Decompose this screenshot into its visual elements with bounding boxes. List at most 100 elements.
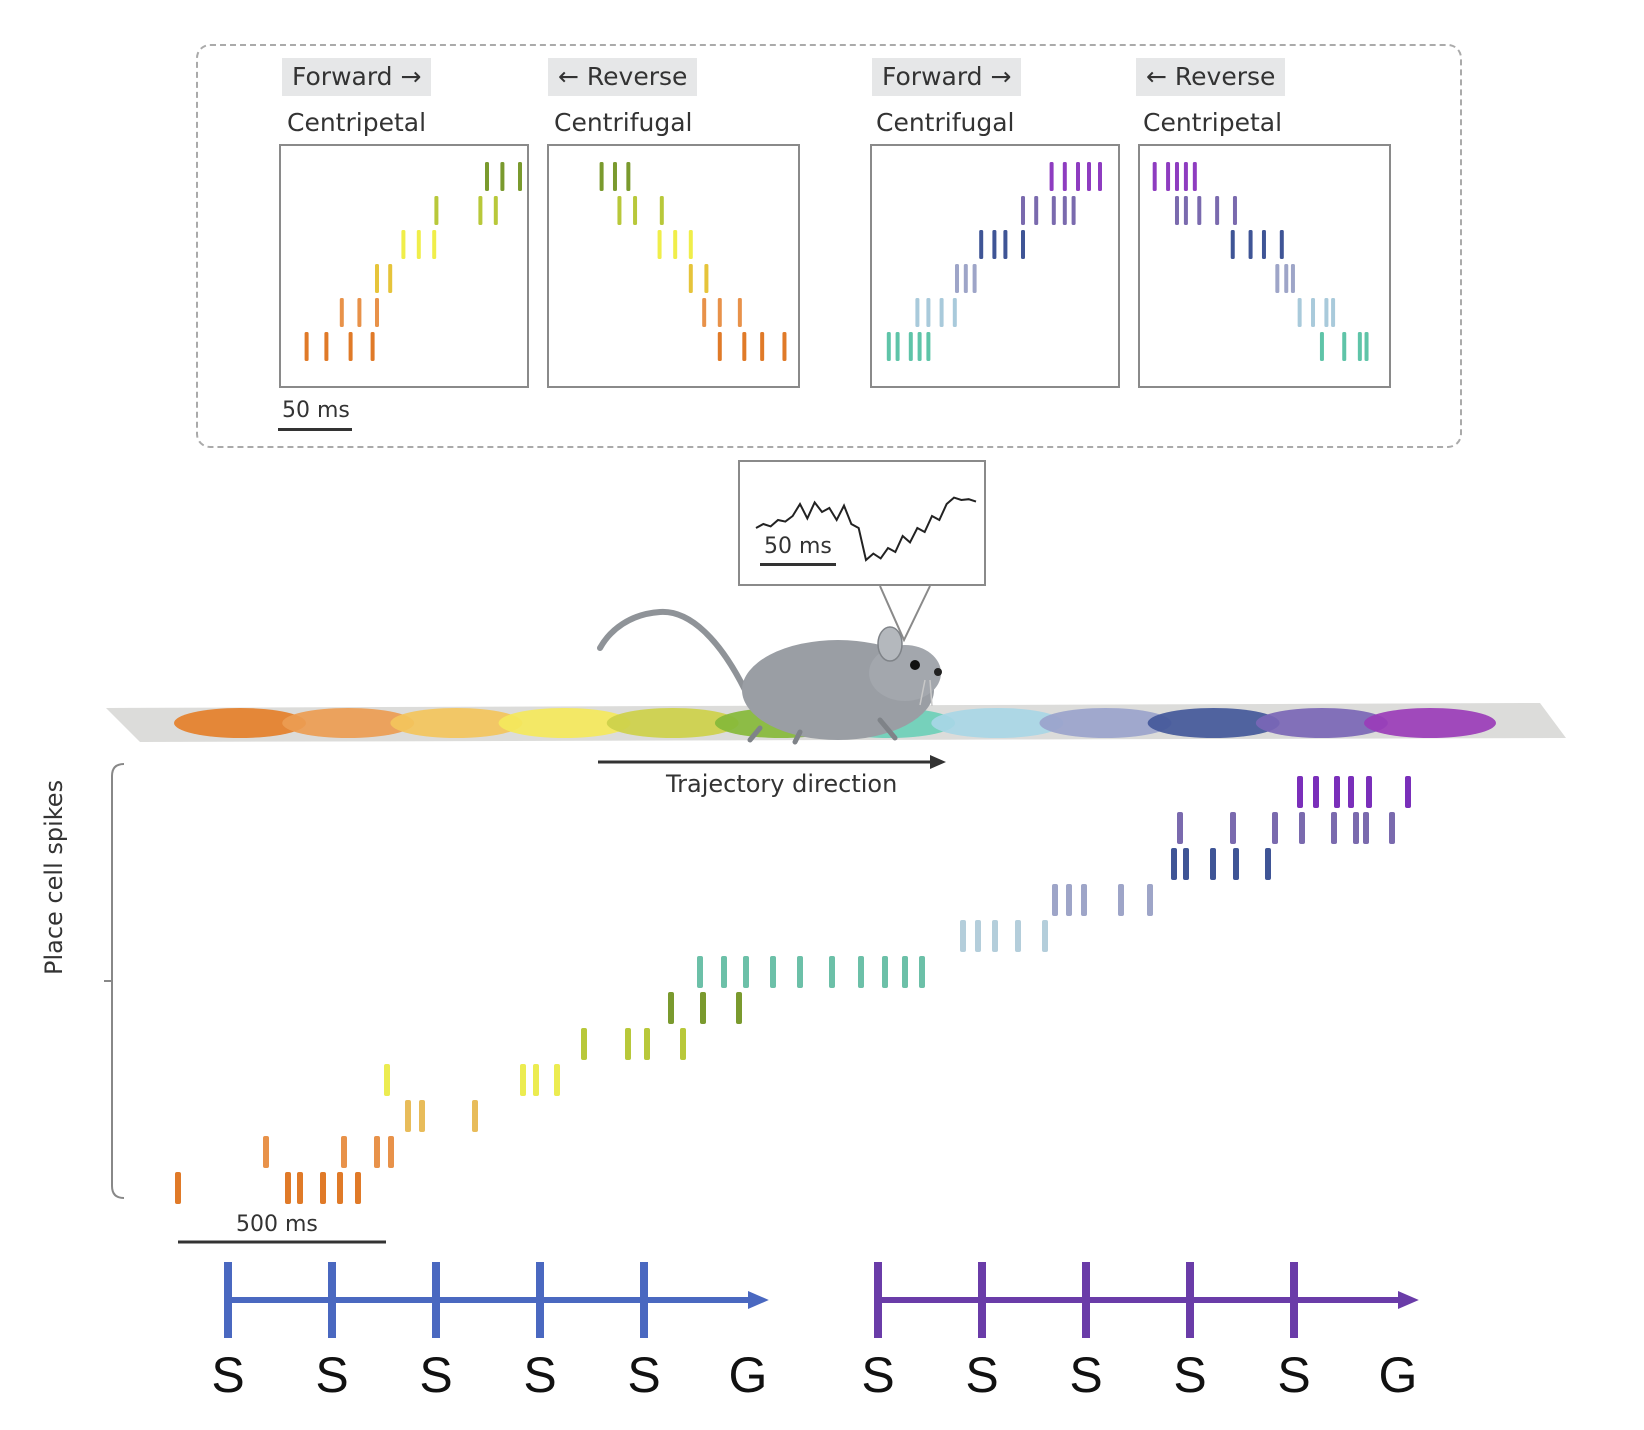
spike-tick: [375, 264, 379, 293]
spike-tick: [1331, 812, 1337, 844]
replay-panel: [870, 144, 1120, 388]
place-field: [931, 708, 1064, 738]
lfp-line: [755, 496, 977, 562]
spike-tick: [1147, 884, 1153, 916]
spike-tick: [926, 332, 931, 361]
spike-tick: [1183, 848, 1189, 880]
spike-tick: [1297, 776, 1303, 808]
spike-tick: [963, 264, 968, 293]
spike-tick: [992, 920, 998, 952]
trajectory-arrowhead-icon: [930, 755, 946, 769]
direction-label: ← Reverse: [548, 58, 698, 96]
spike-tick: [688, 230, 693, 259]
spike-tick: [1342, 332, 1347, 361]
step-label: S: [1069, 1347, 1103, 1403]
spike-tick: [339, 298, 344, 327]
spike-tick: [917, 332, 922, 361]
spike-tick: [992, 230, 997, 259]
spike-tick: [388, 264, 393, 293]
spike-tick: [797, 956, 803, 988]
spike-tick: [1174, 162, 1179, 191]
spike-tick: [1233, 848, 1239, 880]
spike-tick: [1319, 332, 1324, 361]
spike-tick: [979, 230, 984, 259]
spike-tick: [285, 1172, 291, 1204]
spike-tick: [1021, 230, 1025, 259]
spike-tick: [1363, 812, 1369, 844]
spike-tick: [829, 956, 835, 988]
spike-tick: [388, 1136, 394, 1168]
spike-tick: [680, 1028, 686, 1060]
step-label: S: [211, 1347, 245, 1403]
spike-tick: [1265, 848, 1271, 880]
replay-panel: [279, 144, 529, 388]
spike-tick: [657, 230, 662, 259]
spike-tick: [926, 298, 931, 327]
spike-tick: [355, 1172, 361, 1204]
place-field: [606, 708, 739, 738]
spike-tick: [1313, 776, 1319, 808]
spike-tick: [882, 956, 888, 988]
spike-tick: [955, 264, 959, 293]
step-label: S: [965, 1347, 999, 1403]
trajectory-label: Trajectory direction: [666, 770, 898, 798]
spike-tick: [1118, 884, 1124, 916]
spike-tick: [1197, 196, 1202, 225]
spike-tick: [760, 332, 765, 361]
spike-tick: [972, 264, 977, 293]
spike-tick: [736, 992, 742, 1024]
spike-tick: [1272, 812, 1278, 844]
spike-tick: [700, 992, 706, 1024]
spike-tick: [939, 298, 944, 327]
spike-tick: [1081, 884, 1087, 916]
spike-tick: [324, 332, 329, 361]
top-scale-label: 50 ms: [282, 398, 350, 423]
inset-pointer: [879, 585, 931, 643]
step-label: S: [419, 1347, 453, 1403]
spike-tick: [673, 230, 678, 259]
spike-tick: [1042, 920, 1048, 952]
spike-tick: [370, 332, 375, 361]
spike-tick: [895, 332, 900, 361]
spike-tick: [472, 1100, 478, 1132]
replay-examples-box: [196, 44, 1462, 448]
spike-tick: [533, 1064, 539, 1096]
spike-tick: [702, 298, 707, 327]
place-field: [282, 708, 415, 738]
top-scale-bar: [278, 428, 352, 431]
step-label: S: [627, 1347, 661, 1403]
spike-tick: [717, 332, 722, 361]
spike-tick: [1183, 162, 1188, 191]
spike-tick: [1062, 196, 1067, 225]
place-field: [174, 708, 306, 738]
spike-tick: [1284, 264, 1289, 293]
spike-tick: [1051, 196, 1056, 225]
raster-scale-label: 500 ms: [236, 1212, 318, 1237]
spike-tick: [742, 332, 747, 361]
step-label: S: [1173, 1347, 1207, 1403]
spike-tick: [518, 162, 522, 191]
spike-tick: [1215, 196, 1220, 225]
spike-tick: [612, 162, 617, 191]
spike-tick: [770, 956, 776, 988]
spike-tick: [1183, 196, 1188, 225]
spike-tick: [1066, 884, 1072, 916]
spike-tick: [1152, 162, 1157, 191]
spike-tick: [1389, 812, 1395, 844]
spike-tick: [320, 1172, 326, 1204]
spike-tick: [697, 956, 703, 988]
spike-tick: [717, 298, 722, 327]
mouse-icon: [597, 608, 942, 745]
spike-tick: [858, 956, 864, 988]
lfp-scale-label: 50 ms: [764, 534, 832, 559]
spike-tick: [737, 298, 742, 327]
timeline-arrowhead-icon: [1398, 1291, 1419, 1309]
spike-tick: [1230, 230, 1235, 259]
spike-tick: [357, 298, 362, 327]
spike-tick: [384, 1064, 390, 1096]
spike-tick: [304, 332, 309, 361]
spike-tick: [341, 1136, 347, 1168]
spike-tick: [1076, 162, 1080, 191]
spike-tick: [1087, 162, 1091, 191]
